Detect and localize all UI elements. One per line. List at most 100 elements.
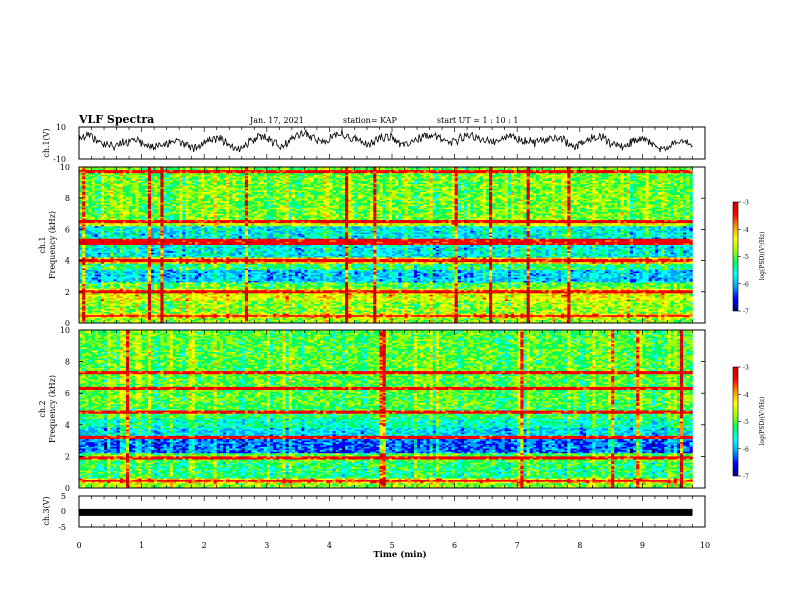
spectrogram-cell: [470, 185, 474, 188]
spectrogram-cell: [132, 168, 136, 171]
spectrogram-cell: [113, 168, 117, 171]
spectrogram-cell: [219, 168, 224, 171]
spectrogram-cell: [150, 179, 155, 182]
spectrogram-cell: [113, 167, 117, 169]
spectrogram-cell: [507, 177, 512, 180]
spectrogram-cell: [539, 170, 543, 172]
spectrogram-cell: [479, 182, 484, 185]
spectrogram-cell: [382, 173, 387, 176]
spectrogram-cell: [366, 181, 371, 183]
spectrogram-cell: [467, 181, 471, 183]
spectrogram-cell: [119, 184, 124, 187]
spectrogram-cell: [554, 177, 559, 180]
spectrogram-cell: [601, 184, 606, 187]
spectrogram-cell: [110, 176, 114, 179]
spectrogram-cell: [119, 168, 124, 171]
spectrogram-cell: [138, 171, 142, 174]
spectrogram-cell: [382, 170, 387, 172]
spectrogram-cell: [517, 177, 521, 180]
spectrogram-cell: [551, 171, 556, 174]
spectrogram-cell: [210, 184, 214, 187]
spectrogram-cell: [626, 185, 631, 188]
spectrogram-cell: [629, 171, 634, 174]
spectrogram-cell: [176, 176, 180, 179]
spectrogram-cell: [182, 174, 186, 177]
spectrogram-cell: [482, 171, 487, 174]
spectrogram-cell: [172, 181, 177, 183]
spectrogram-cell: [182, 177, 186, 180]
spectrogram-cell: [454, 167, 459, 169]
spectrogram-cell: [620, 168, 624, 171]
spectrogram-cell: [385, 176, 390, 179]
spectrogram-cell: [382, 181, 387, 183]
spectrogram-cell: [241, 173, 246, 176]
spectrogram-cell: [216, 181, 221, 183]
spectrogram-cell: [420, 177, 424, 180]
spectrogram-cell: [626, 167, 631, 169]
spectrogram-cell: [539, 167, 543, 169]
spectrogram-cell: [479, 171, 484, 174]
spectrogram-cell: [442, 171, 446, 174]
spectrogram-cell: [329, 176, 333, 179]
spectrogram-cell: [545, 171, 549, 174]
spectrogram-cell: [301, 173, 305, 176]
spectrogram-cell: [222, 167, 227, 169]
spectrogram-cell: [150, 173, 155, 176]
spectrogram-cell: [542, 174, 546, 177]
spectrogram-cell: [473, 184, 477, 187]
spectrogram-cell: [679, 167, 684, 169]
spectrogram-cell: [395, 185, 399, 188]
spectrogram-cell: [94, 167, 99, 169]
spectrogram-cell: [169, 179, 174, 182]
spectrogram-cell: [548, 168, 552, 171]
spectrogram-cell: [279, 171, 283, 174]
spectrogram-cell: [316, 168, 321, 171]
header-start-time: start UT = 1 : 10 : 1: [437, 116, 518, 125]
spectrogram-cell: [110, 179, 114, 182]
spectrogram-cell: [100, 168, 105, 171]
spectrogram-cell: [664, 179, 668, 182]
spectrogram-cell: [526, 185, 531, 188]
spectrogram-cell: [172, 182, 177, 185]
spectrogram-cell: [514, 182, 518, 185]
spectrogram-cell: [110, 170, 114, 172]
spectrogram-cell: [526, 171, 531, 174]
spectrogram-cell: [539, 171, 543, 174]
spectrogram-cell: [335, 177, 340, 180]
spectrogram-cell: [110, 184, 114, 187]
spectrogram-cell: [304, 179, 308, 182]
spectrogram-cell: [326, 177, 330, 180]
spectrogram-cell: [435, 182, 440, 185]
spectrogram-cell: [163, 176, 167, 179]
spectrogram-cell: [104, 184, 108, 187]
spectrogram-cell: [398, 177, 402, 180]
spectrogram-cell: [345, 174, 349, 177]
spectrogram-cell: [582, 184, 587, 187]
spectrogram-cell: [438, 167, 443, 169]
spectrogram-cell: [526, 167, 531, 169]
spectrogram-cell: [298, 182, 302, 185]
spectrogram-cell: [335, 167, 340, 169]
spectrogram-cell: [294, 182, 299, 185]
spectrogram-cell: [664, 176, 668, 179]
spectrogram-cell: [410, 181, 415, 183]
spectrogram-cell: [316, 173, 321, 176]
spectrogram-cell: [129, 168, 133, 171]
spectrogram-cell: [160, 176, 164, 179]
spectrogram-cell: [545, 173, 549, 176]
spectrogram-cell: [269, 184, 274, 187]
spectrogram-cell: [348, 185, 352, 188]
spectrogram-cell: [570, 184, 574, 187]
spectrogram-cell: [410, 173, 415, 176]
spectrogram-cell: [567, 185, 571, 188]
spectrogram-cell: [235, 168, 239, 171]
spectrogram-cell: [670, 171, 674, 174]
spectrogram-cell: [470, 168, 474, 171]
spectrogram-cell: [97, 182, 102, 185]
spectrogram-cell: [514, 174, 518, 177]
spectrogram-cell: [94, 173, 99, 176]
spectrogram-cell: [129, 173, 133, 176]
spectrogram-cell: [648, 179, 653, 182]
spectrogram-cell: [633, 173, 637, 176]
spectrogram-cell: [598, 168, 603, 171]
